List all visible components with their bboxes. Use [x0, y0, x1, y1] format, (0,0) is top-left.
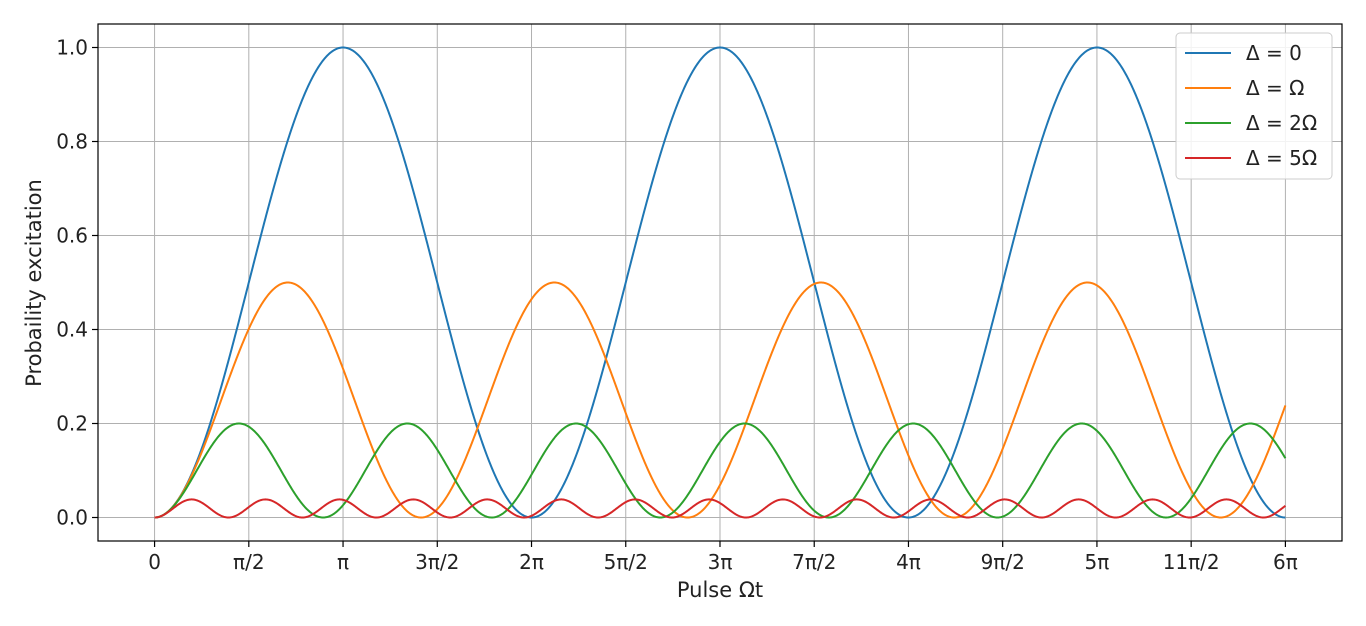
legend-label: Δ = 2Ω	[1246, 111, 1317, 135]
x-axis-label: Pulse Ωt	[677, 578, 763, 602]
x-tick-label: 5π/2	[604, 550, 648, 574]
x-tick-label: 3π/2	[415, 550, 459, 574]
x-tick-label: 6π	[1273, 550, 1298, 574]
x-tick-label: 2π	[519, 550, 544, 574]
series-line-0	[154, 46, 1286, 519]
legend: Δ = 0 Δ = Ω Δ = 2Ω Δ = 5Ω	[1175, 32, 1333, 180]
x-tick-label: 7π/2	[792, 550, 836, 574]
y-tick-label: 0.2	[56, 412, 88, 436]
x-tick-label: π	[337, 550, 349, 574]
y-axis-ticks: 0.0 0.2 0.4 0.6 0.8 1.0	[56, 36, 98, 530]
x-tick-label: 4π	[896, 550, 921, 574]
legend-box	[1175, 32, 1333, 180]
series-line-3	[154, 498, 1286, 519]
y-tick-label: 0.4	[56, 318, 88, 342]
series-lines	[154, 46, 1287, 519]
legend-label: Δ = 5Ω	[1246, 146, 1317, 170]
x-tick-label: 3π	[708, 550, 733, 574]
y-tick-label: 0.6	[56, 224, 88, 248]
legend-label: Δ = Ω	[1246, 76, 1304, 100]
y-tick-label: 0.8	[56, 130, 88, 154]
x-tick-label: 11π/2	[1163, 550, 1220, 574]
x-axis-ticks: 0 π/2 π 3π/2 2π 5π/2 3π 7π/2 4π 9π/2 5π 11π/2 6π	[148, 541, 1298, 574]
x-tick-label: 5π	[1085, 550, 1110, 574]
series-line-2	[154, 422, 1287, 519]
series-line-1	[154, 281, 1287, 519]
x-tick-label: π/2	[233, 550, 265, 574]
y-axis-label: Probaility excitation	[22, 179, 46, 387]
x-tick-label: 0	[148, 550, 161, 574]
y-tick-label: 0.0	[56, 506, 88, 530]
y-tick-label: 1.0	[56, 36, 88, 60]
legend-label: Δ = 0	[1246, 41, 1302, 65]
x-tick-label: 9π/2	[981, 550, 1025, 574]
